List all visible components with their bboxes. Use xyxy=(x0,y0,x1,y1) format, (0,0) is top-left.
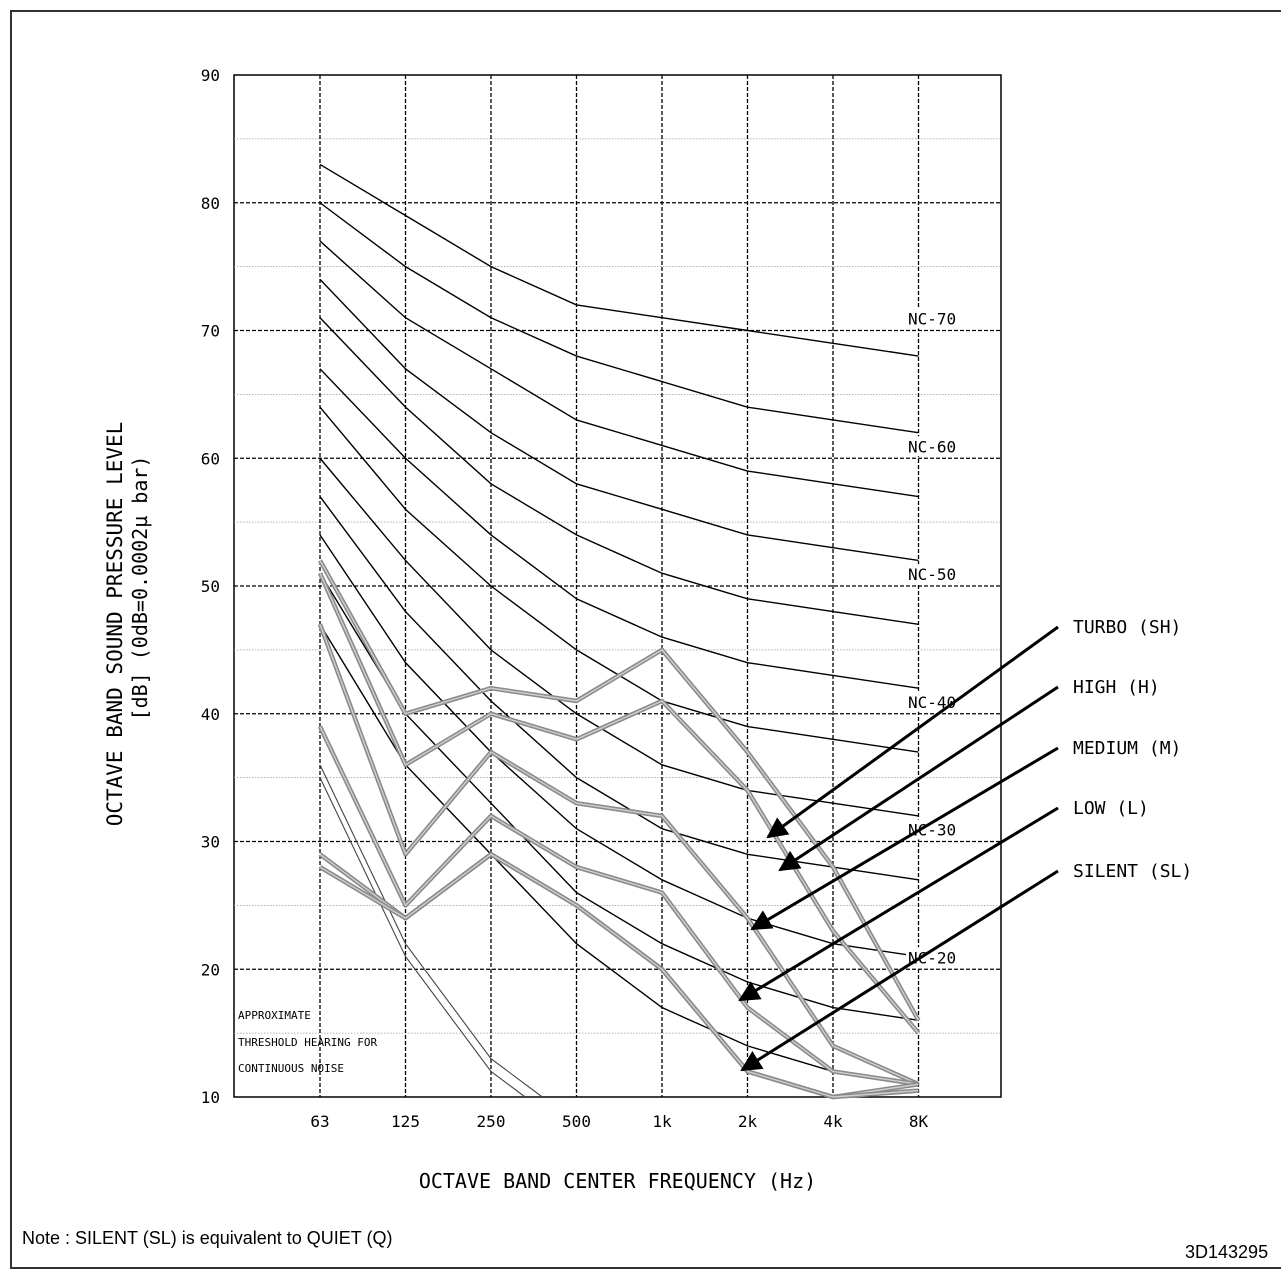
nc-label-bg xyxy=(906,308,968,329)
nc-curve xyxy=(319,278,919,562)
threshold-curve xyxy=(319,764,543,1098)
series-label: TURBO (SH) xyxy=(1073,617,1181,638)
document-id: 3D143295 xyxy=(1185,1242,1269,1262)
noise-series-core xyxy=(319,572,920,1034)
x-axis-title: OCTAVE BAND CENTER FREQUENCY (Hz) xyxy=(419,1169,816,1193)
nc-label: NC-20 xyxy=(908,948,956,967)
footnote: Note : SILENT (SL) is equivalent to QUIE… xyxy=(22,1228,393,1248)
nc-label: NC-70 xyxy=(908,310,956,329)
y-tick-label: 50 xyxy=(201,577,220,596)
series-leader-arrow xyxy=(766,625,1059,839)
y-tick-label: 80 xyxy=(201,194,220,213)
nc-label: NC-30 xyxy=(908,821,956,840)
series-leader-arrow xyxy=(750,746,1059,931)
nc-curve xyxy=(319,202,919,434)
noise-series-core xyxy=(319,853,919,1098)
threshold-label: CONTINUOUS NOISE xyxy=(238,1062,344,1075)
nc-label-bg xyxy=(906,564,968,584)
threshold-label: THRESHOLD HEARING FOR xyxy=(238,1036,377,1049)
y-tick-label: 20 xyxy=(201,960,220,979)
y-tick-label: 70 xyxy=(201,322,220,341)
y-tick-label: 90 xyxy=(201,66,220,85)
y-tick-label: 60 xyxy=(201,449,220,468)
series-label: MEDIUM (M) xyxy=(1073,738,1181,759)
nc-label-bg xyxy=(906,436,968,457)
nc-label: NC-60 xyxy=(908,437,956,456)
nc-label-bg xyxy=(906,947,968,968)
nc-curve xyxy=(319,623,919,1085)
noise-series-line xyxy=(318,559,921,1022)
x-tick-label: 1k xyxy=(652,1112,672,1131)
nc-label: NC-40 xyxy=(908,693,956,712)
threshold-label: APPROXIMATE xyxy=(238,1009,311,1022)
x-tick-label: 8K xyxy=(909,1112,929,1131)
y-tick-label: 30 xyxy=(201,833,220,852)
noise-series-core xyxy=(319,560,920,1021)
x-tick-label: 500 xyxy=(562,1112,591,1131)
x-tick-label: 125 xyxy=(391,1112,420,1131)
x-tick-label: 2k xyxy=(738,1112,758,1131)
nc-label-bg xyxy=(906,691,968,712)
nc-curve xyxy=(319,368,919,689)
series-leader-arrow xyxy=(778,685,1059,872)
series-leader-arrow xyxy=(738,806,1059,1002)
nc-curve xyxy=(319,534,919,958)
y-tick-label: 10 xyxy=(201,1088,220,1107)
x-tick-label: 250 xyxy=(477,1112,506,1131)
y-axis-title: OCTAVE BAND SOUND PRESSURE LEVEL xyxy=(103,422,127,827)
noise-series-core xyxy=(319,726,919,1085)
x-tick-label: 63 xyxy=(310,1112,329,1131)
nc-label: NC-50 xyxy=(908,565,956,584)
series-label: LOW (L) xyxy=(1073,798,1149,819)
nc-curve xyxy=(319,496,919,881)
nc-curve xyxy=(319,572,919,1022)
x-tick-label: 4k xyxy=(823,1112,843,1131)
series-label: SILENT (SL) xyxy=(1073,861,1192,882)
nc-curve xyxy=(319,163,919,357)
series-leader-arrow xyxy=(740,869,1059,1072)
series-label: HIGH (H) xyxy=(1073,677,1160,698)
nc-curve xyxy=(319,240,919,498)
nc-curve xyxy=(319,317,919,626)
threshold-curve xyxy=(319,777,526,1098)
y-tick-label: 40 xyxy=(201,705,220,724)
noise-series-core xyxy=(319,624,919,1085)
nc-label-bg xyxy=(906,819,968,840)
y-axis-subtitle: [dB] (0dB=0.0002µ bar) xyxy=(128,456,152,721)
